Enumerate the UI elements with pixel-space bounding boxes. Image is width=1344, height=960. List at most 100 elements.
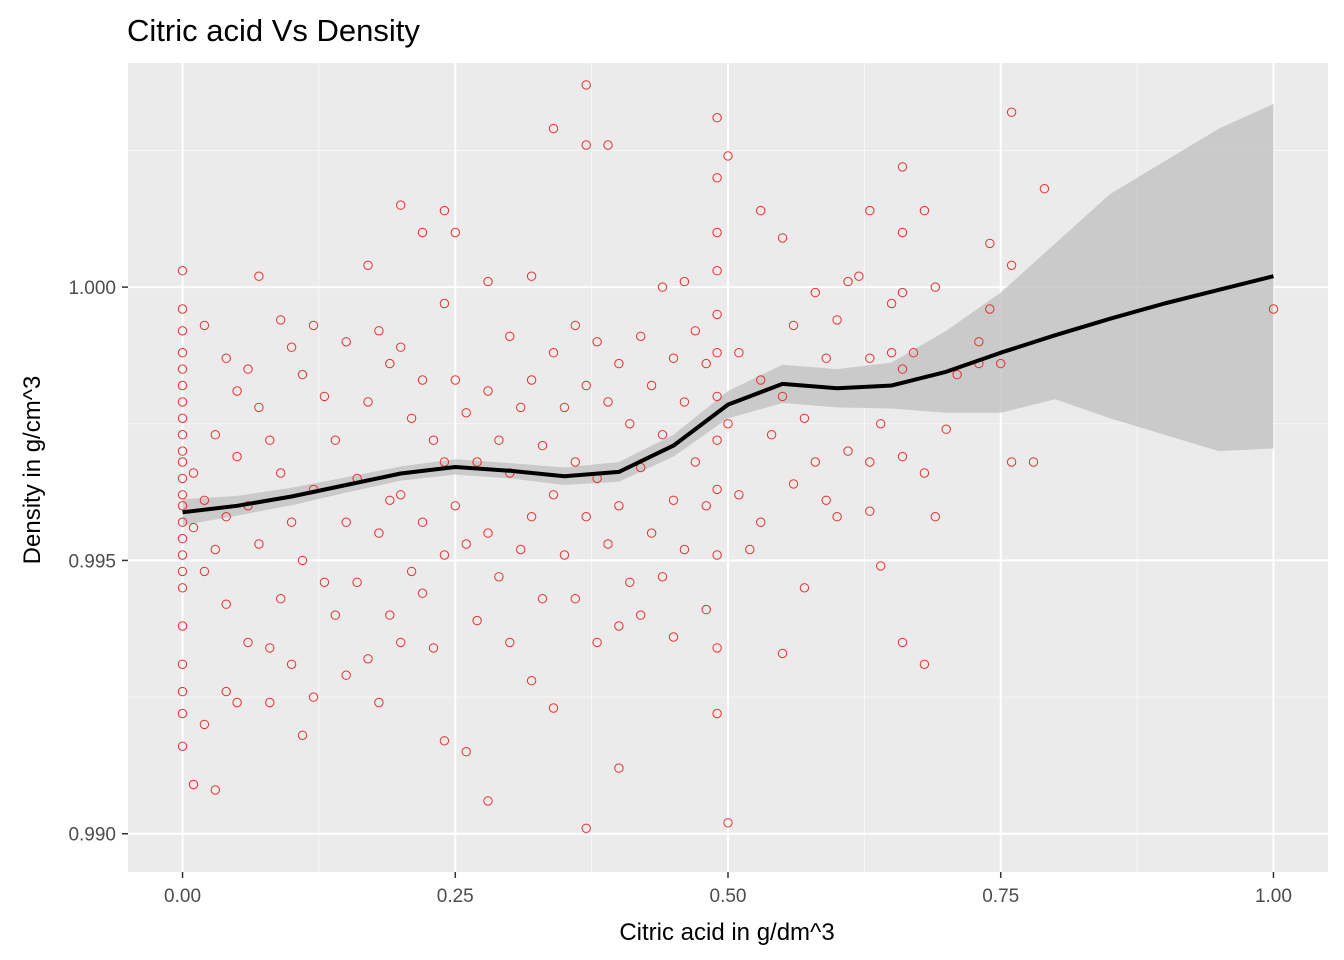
data-point xyxy=(886,348,897,358)
data-point xyxy=(548,703,559,713)
data-point xyxy=(461,747,471,757)
data-point xyxy=(472,615,482,626)
data-point xyxy=(428,435,439,445)
y-tick-label: 0.990 xyxy=(68,825,116,846)
data-point xyxy=(614,621,624,631)
data-point xyxy=(799,413,810,423)
data-point xyxy=(908,348,919,358)
data-point xyxy=(843,446,853,456)
data-point xyxy=(777,233,788,243)
data-point xyxy=(385,495,395,505)
data-point xyxy=(308,320,319,331)
data-point xyxy=(297,369,308,380)
data-point xyxy=(843,276,853,287)
data-point xyxy=(526,512,537,522)
data-point xyxy=(712,643,722,653)
data-point xyxy=(636,331,646,341)
data-point xyxy=(897,162,908,172)
data-point xyxy=(385,358,395,369)
data-point xyxy=(832,315,842,325)
data-point xyxy=(352,577,362,587)
data-point xyxy=(919,205,930,216)
data-point xyxy=(614,763,624,773)
data-point xyxy=(374,528,384,538)
data-point xyxy=(712,550,722,560)
data-point xyxy=(374,326,384,336)
data-point xyxy=(199,566,210,577)
data-point xyxy=(865,457,875,467)
data-point xyxy=(581,140,591,150)
data-point xyxy=(788,479,799,489)
data-point xyxy=(985,304,995,314)
data-point xyxy=(177,430,188,440)
data-point xyxy=(177,490,188,500)
data-point xyxy=(559,402,570,413)
data-point xyxy=(897,637,908,648)
data-point xyxy=(319,577,330,587)
data-point xyxy=(439,550,450,560)
data-point xyxy=(537,440,548,451)
data-point xyxy=(723,818,733,828)
data-point xyxy=(625,577,635,587)
data-point xyxy=(177,686,188,697)
data-point xyxy=(548,123,559,134)
data-point xyxy=(679,544,690,555)
data-point xyxy=(319,391,330,402)
data-point xyxy=(821,495,831,505)
data-point xyxy=(712,391,722,402)
data-point xyxy=(646,528,657,538)
data-point xyxy=(472,457,482,467)
data-point xyxy=(177,304,188,314)
x-axis-title: Citric acid in g/dm^3 xyxy=(619,919,834,946)
data-point xyxy=(526,271,537,281)
data-point xyxy=(341,517,351,527)
data-point xyxy=(603,140,613,150)
data-point xyxy=(723,151,733,161)
data-point xyxy=(177,473,188,484)
data-point xyxy=(243,364,253,374)
data-point xyxy=(712,173,722,183)
data-point xyxy=(177,457,188,467)
data-point xyxy=(177,550,188,560)
data-point xyxy=(952,369,962,380)
data-point xyxy=(406,566,417,577)
data-point xyxy=(526,676,537,686)
data-point xyxy=(723,419,733,429)
data-point xyxy=(985,238,995,249)
data-point xyxy=(690,326,700,336)
data-point xyxy=(734,490,744,500)
data-point xyxy=(537,594,548,604)
data-point xyxy=(265,435,275,445)
data-point xyxy=(712,708,722,719)
data-point xyxy=(177,364,188,374)
data-point xyxy=(505,637,515,648)
data-point xyxy=(941,424,951,434)
data-point xyxy=(1028,457,1039,467)
data-point xyxy=(276,315,286,325)
data-point xyxy=(712,309,722,320)
data-point xyxy=(745,544,755,555)
data-point xyxy=(712,435,722,445)
data-point xyxy=(756,205,766,216)
data-point xyxy=(603,397,613,407)
data-point xyxy=(494,435,504,445)
data-point xyxy=(1039,184,1050,194)
data-point xyxy=(439,736,450,746)
data-point xyxy=(177,659,188,669)
major-grid xyxy=(128,63,1328,872)
data-point xyxy=(734,348,744,358)
y-axis-title: Density in g/cm^3 xyxy=(19,376,46,565)
data-point xyxy=(232,386,242,396)
data-point xyxy=(712,266,722,276)
data-point xyxy=(417,588,428,598)
data-point xyxy=(188,779,199,790)
data-point xyxy=(461,408,471,418)
data-point xyxy=(625,419,635,429)
data-point xyxy=(777,391,788,402)
data-point xyxy=(603,539,613,549)
data-point xyxy=(428,643,439,653)
data-point xyxy=(1006,260,1017,270)
data-point xyxy=(461,539,471,549)
data-point xyxy=(494,572,504,582)
